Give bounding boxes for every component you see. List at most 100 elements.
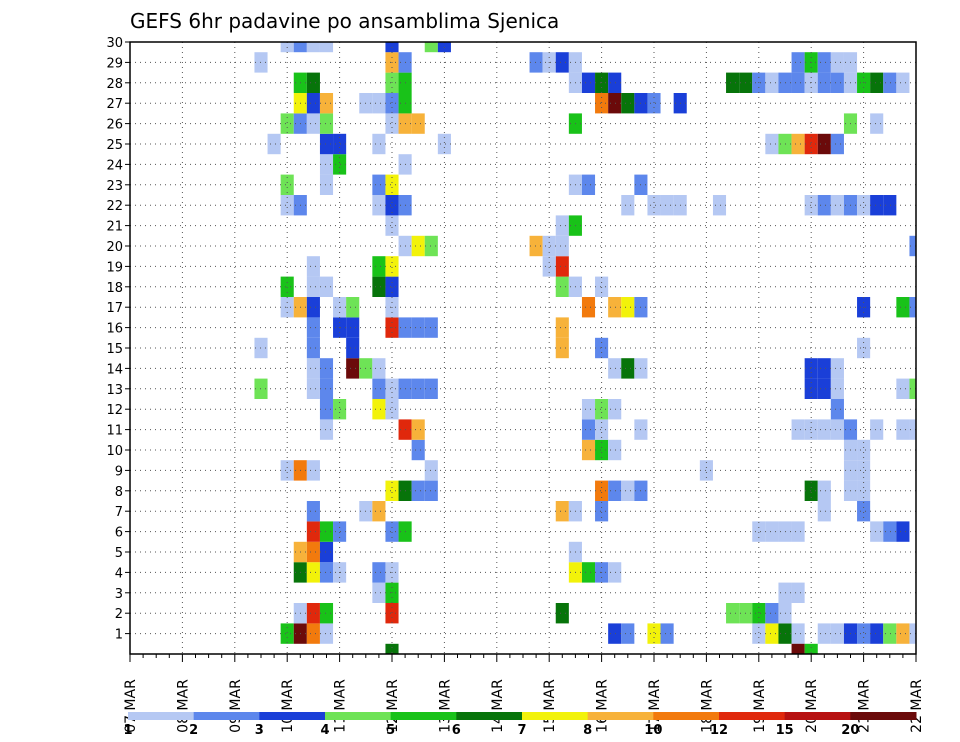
heatmap-cell	[555, 603, 569, 624]
heatmap-cell	[385, 276, 399, 297]
x-tick-label: 22 MAR	[909, 679, 925, 733]
heatmap-cell	[424, 42, 438, 53]
heatmap-cell	[319, 154, 334, 175]
colorbar-label: 12	[710, 723, 728, 738]
heatmap-cell	[346, 317, 360, 338]
heatmap-cell	[293, 42, 307, 53]
heatmap-cell	[660, 195, 674, 216]
heatmap-cell	[830, 378, 844, 399]
heatmap-cell	[870, 72, 884, 93]
heatmap-cell	[857, 439, 871, 461]
y-tick-label: 25	[106, 138, 123, 153]
heatmap-cell	[857, 195, 871, 216]
heatmap-cell	[424, 235, 438, 257]
heatmap-cell	[830, 623, 844, 644]
heatmap-cell	[804, 133, 818, 155]
heatmap-cell	[385, 378, 399, 399]
heatmap-cell	[267, 133, 281, 155]
heatmap-cell	[870, 623, 884, 644]
heatmap-cell	[791, 623, 805, 644]
x-tick-label: 10 MAR	[280, 679, 296, 733]
heatmap-cell	[542, 256, 556, 277]
colorbar-segment	[784, 712, 851, 720]
heatmap-cell	[581, 439, 596, 461]
colorbar-segment	[653, 712, 720, 720]
heatmap-cell	[621, 480, 635, 501]
heatmap-cell	[306, 521, 320, 542]
heatmap-cell	[372, 93, 386, 114]
heatmap-cell	[385, 480, 399, 501]
heatmap-cell	[647, 93, 661, 114]
heatmap-cell	[791, 52, 805, 73]
heatmap-cell	[319, 541, 334, 563]
heatmap-cell	[621, 93, 635, 114]
heatmap-cell	[870, 521, 884, 542]
heatmap-cell	[791, 72, 805, 93]
heatmap-cell	[830, 72, 844, 93]
colorbar-label: 4	[320, 723, 329, 738]
colorbar-label: 7	[517, 723, 526, 738]
heatmap-cell	[385, 256, 399, 277]
heatmap-cell	[608, 72, 622, 93]
heatmap-cell	[280, 460, 294, 481]
heatmap-cell	[555, 256, 569, 277]
heatmap-cell	[909, 378, 916, 399]
heatmap-cell	[581, 174, 596, 195]
heatmap-cell	[529, 235, 543, 257]
y-axis: 1234567891011121314151617181920212223242…	[106, 36, 130, 643]
heatmap-cell	[306, 562, 320, 583]
heatmap-cell	[306, 42, 320, 53]
heatmap-cell	[817, 195, 831, 216]
colorbar-label: 6	[452, 723, 461, 738]
heatmap-cell	[896, 378, 910, 399]
x-tick-label: 19 MAR	[752, 679, 768, 733]
heatmap-cell	[319, 174, 334, 195]
heatmap-cell	[306, 378, 320, 399]
heatmap-cell	[857, 460, 871, 481]
heatmap-cell	[830, 419, 844, 440]
heatmap-cell	[595, 480, 609, 501]
heatmap-cell	[830, 133, 844, 155]
heatmap-cell	[319, 42, 334, 53]
heatmap-cell	[699, 460, 713, 481]
heatmap-cell	[424, 317, 438, 338]
heatmap-cell	[621, 623, 635, 644]
heatmap-cell	[595, 93, 609, 114]
heatmap-cell	[411, 317, 425, 338]
heatmap-cell	[765, 133, 779, 155]
heatmap-cell	[424, 480, 438, 501]
heatmap-cell	[346, 337, 360, 359]
heatmap-cell	[857, 480, 871, 501]
x-tick-label: 15 MAR	[542, 679, 558, 733]
heatmap-cell	[333, 154, 347, 175]
heatmap-cell	[830, 195, 844, 216]
heatmap-cell	[896, 419, 910, 440]
colorbar-label: 8	[583, 723, 592, 738]
heatmap-cell	[817, 378, 831, 399]
heatmap-cell	[411, 235, 425, 257]
heatmap-cell	[621, 358, 635, 379]
heatmap-cell	[280, 276, 294, 297]
heatmap-cell	[752, 603, 766, 624]
y-tick-label: 18	[106, 281, 123, 296]
heatmap-cell	[791, 582, 805, 603]
chart-title: GEFS 6hr padavine po ansamblima Sjenica	[130, 9, 559, 33]
heatmap-cell	[581, 562, 596, 583]
heatmap-cell	[306, 113, 320, 134]
heatmap-cell	[306, 501, 320, 522]
heatmap-cell	[306, 337, 320, 359]
heatmap-cell	[608, 439, 622, 461]
colorbar-label: 15	[776, 723, 794, 738]
heatmap-cell	[595, 501, 609, 522]
x-tick-label: 11 MAR	[333, 679, 349, 733]
x-tick-label: 09 MAR	[228, 679, 244, 733]
heatmap-cell	[817, 419, 831, 440]
heatmap-cell	[319, 113, 334, 134]
heatmap-cell	[817, 623, 831, 644]
heatmap-cell	[306, 460, 320, 481]
heatmap-cell	[555, 337, 569, 359]
heatmap-cell	[791, 419, 805, 440]
heatmap-cell	[372, 378, 386, 399]
heatmap-cell	[306, 317, 320, 338]
heatmap-cell	[372, 358, 386, 379]
